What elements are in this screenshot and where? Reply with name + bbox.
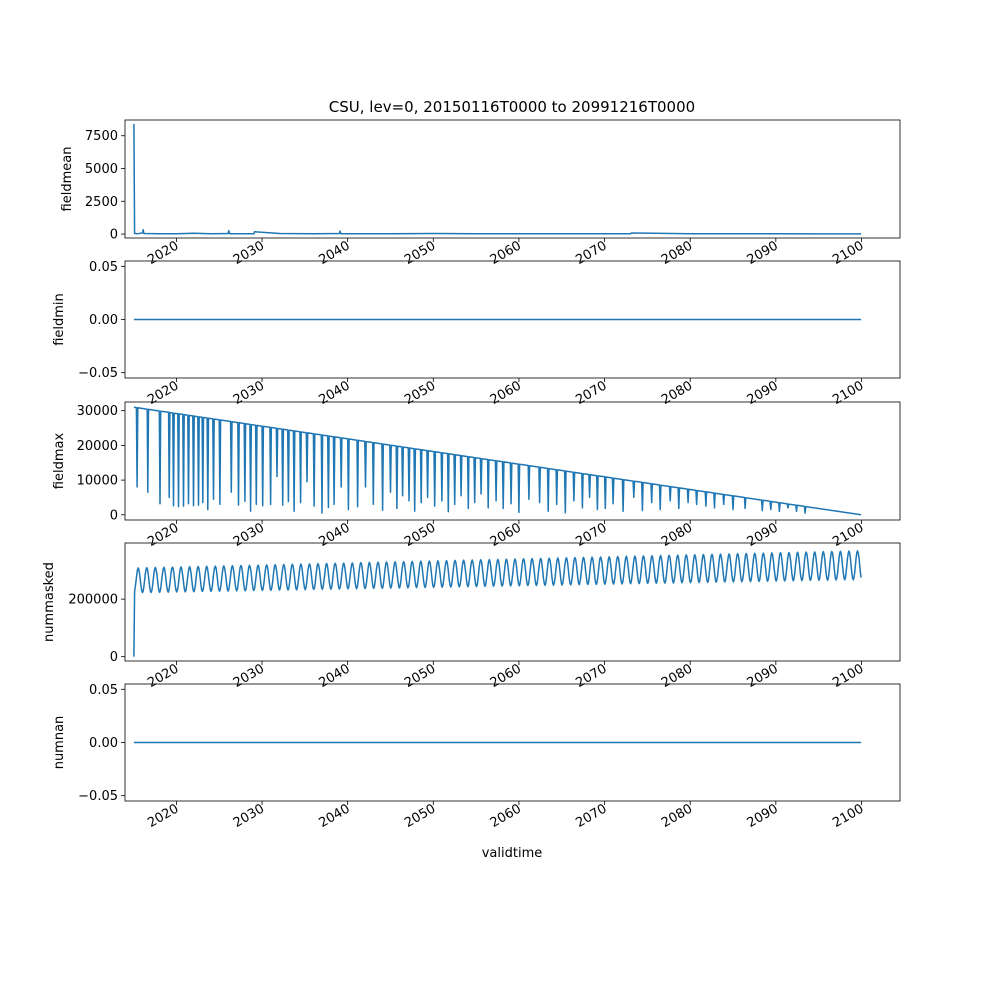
- series-line-fieldmax: [133, 406, 862, 516]
- y-tick-label: 10000: [77, 474, 118, 489]
- axes-frame-nummasked: [124, 542, 901, 662]
- axes-frame-fieldmean: [124, 119, 901, 239]
- series-line-nummasked: [133, 550, 862, 657]
- y-axis-label-fieldmean: fieldmean: [60, 147, 75, 212]
- y-axis-label-numnan: numnan: [52, 716, 67, 770]
- y-tick-label: 30000: [77, 404, 118, 419]
- y-axis-label-nummasked: nummasked: [42, 562, 57, 642]
- series-line-fieldmean: [133, 123, 862, 235]
- y-tick-label: 0: [110, 228, 118, 243]
- y-tick-label: 0.00: [89, 736, 118, 751]
- y-tick-label: −0.05: [78, 366, 118, 381]
- figure-title: CSU, lev=0, 20150116T0000 to 20991216T00…: [329, 98, 695, 116]
- y-axis-label-fieldmin: fieldmin: [52, 293, 67, 346]
- y-tick-label: 7500: [85, 129, 118, 144]
- x-axis-label: validtime: [482, 846, 543, 861]
- y-axis-label-fieldmax: fieldmax: [52, 433, 67, 490]
- y-tick-label: 200000: [68, 593, 118, 608]
- y-tick-label: 0.05: [89, 683, 118, 698]
- axes-frame-fieldmax: [124, 401, 901, 521]
- y-tick-label: 5000: [85, 162, 118, 177]
- y-tick-label: 2500: [85, 195, 118, 210]
- y-tick-label: −0.05: [78, 789, 118, 804]
- y-tick-label: 0.05: [89, 260, 118, 275]
- y-tick-label: 0: [110, 508, 118, 523]
- y-tick-label: 20000: [77, 439, 118, 454]
- y-tick-label: 0: [110, 650, 118, 665]
- y-tick-label: 0.00: [89, 313, 118, 328]
